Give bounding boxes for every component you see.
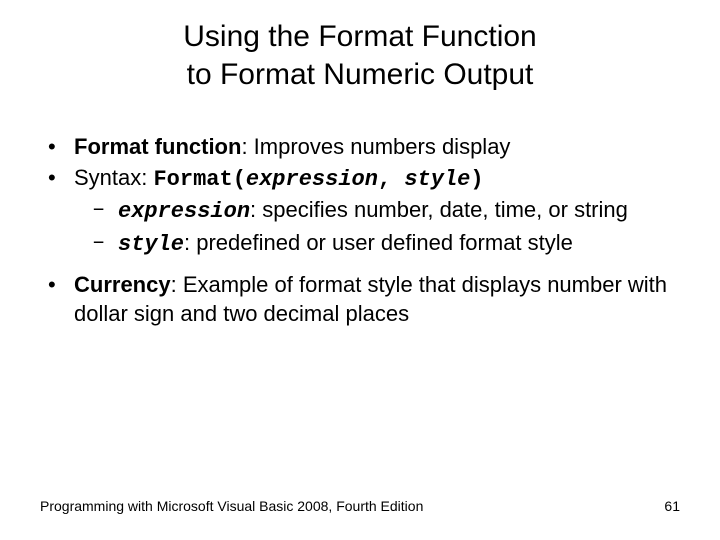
bullet-text: style: predefined or user defined format… [118,229,680,260]
code-arg: expression [118,199,250,224]
bullet-text: expression: specifies number, date, time… [118,196,680,227]
code-span: , [378,167,404,192]
footer-text: Programming with Microsoft Visual Basic … [40,498,423,514]
title-line-1: Using the Format Function [183,20,536,53]
bullet-marker: • [48,133,74,162]
code-span: Format( [153,167,245,192]
sub-bullet-style: – style: predefined or user defined form… [48,229,680,260]
bullet-syntax: • Syntax: Format(expression, style) [48,164,680,195]
slide: Using the Format Function to Format Nume… [0,0,720,540]
text-span: : predefined or user defined format styl… [184,230,573,255]
page-number: 61 [664,498,680,514]
text-span: Syntax: [74,165,153,190]
sub-bullet-expression: – expression: specifies number, date, ti… [48,196,680,227]
code-span: ) [470,167,483,192]
bullet-currency: • Currency: Example of format style that… [48,271,680,328]
slide-title: Using the Format Function to Format Nume… [40,18,680,93]
code-arg: expression [246,167,378,192]
code-arg: style [404,167,470,192]
bullet-marker: • [48,164,74,195]
title-line-2: to Format Numeric Output [187,58,534,91]
bullet-text: Syntax: Format(expression, style) [74,164,680,195]
term-format-function: Format function [74,134,241,159]
spacer [48,261,680,271]
bullet-marker: • [48,271,74,328]
dash-marker: – [92,229,118,260]
slide-body: • Format function: Improves numbers disp… [40,133,680,329]
dash-marker: – [92,196,118,227]
code-arg: style [118,232,184,257]
text-span: : specifies number, date, time, or strin… [250,197,628,222]
bullet-text: Format function: Improves numbers displa… [74,133,680,162]
text-span: : Improves numbers display [241,134,510,159]
term-currency: Currency [74,272,171,297]
bullet-format-function: • Format function: Improves numbers disp… [48,133,680,162]
bullet-text: Currency: Example of format style that d… [74,271,680,328]
